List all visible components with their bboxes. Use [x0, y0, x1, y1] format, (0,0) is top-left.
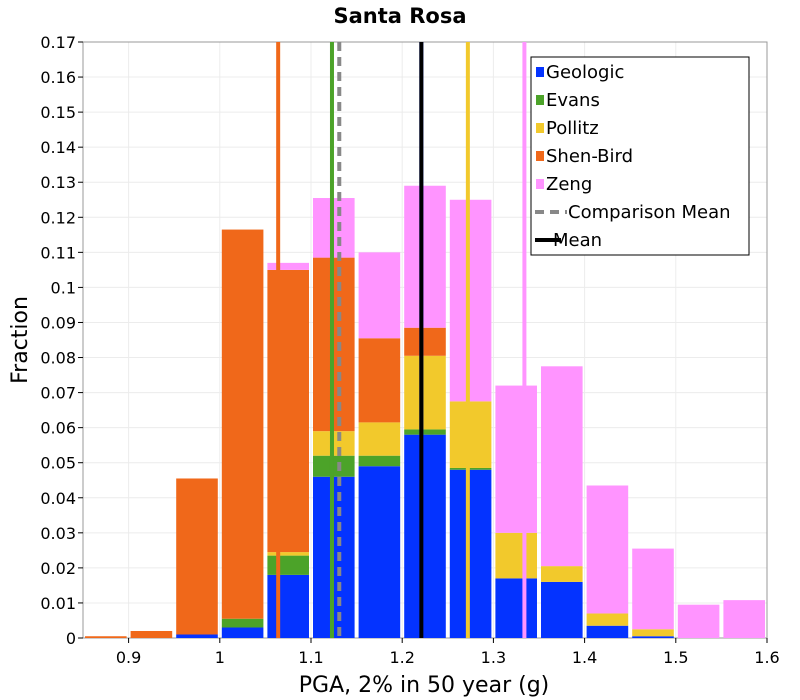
bar-shen-bird [404, 327, 446, 356]
legend-label-shen-bird: Shen-Bird [546, 146, 633, 167]
bar-evans [358, 455, 401, 467]
bar-pollitz [267, 552, 309, 556]
bar-evans [221, 618, 264, 628]
bar-zeng [632, 548, 674, 630]
legend: Geologic Evans Pollitz Shen-Bird Zeng Compari… [530, 56, 750, 256]
bar-geologic [449, 469, 492, 638]
bar-geologic [404, 434, 446, 638]
x-tick-label: 1.2 [389, 648, 414, 667]
bar-zeng [267, 262, 309, 270]
bar-pollitz [449, 401, 492, 468]
bar-geologic [358, 466, 401, 638]
y-tick-label: 0.14 [40, 138, 76, 157]
legend-label-pollitz: Pollitz [546, 118, 599, 139]
x-tick-label: 1.6 [754, 648, 779, 667]
bar-zeng [541, 366, 583, 567]
bar-zeng [723, 600, 765, 638]
bar-geologic [221, 627, 264, 638]
bar-pollitz [632, 629, 674, 637]
x-tick-label: 1.5 [663, 648, 688, 667]
y-tick-label: 0.04 [40, 489, 76, 508]
bar-pollitz [586, 613, 629, 626]
legend-label-zeng: Zeng [546, 174, 592, 195]
legend-label-mean: Mean [553, 230, 602, 251]
y-tick-label: 0.15 [40, 103, 76, 122]
bar-zeng [677, 604, 720, 638]
bar-shen-bird [130, 630, 173, 638]
y-tick-label: 0.17 [40, 33, 76, 52]
bar-pollitz [404, 355, 446, 430]
y-tick-label: 0 [66, 629, 76, 648]
legend-swatch-shen-bird [536, 151, 544, 161]
y-axis: 0 0.01 0.02 0.03 0.04 0.05 0.06 0.07 0.08 0.09 0.1… [40, 33, 83, 648]
bar-evans [404, 429, 446, 435]
x-axis: 0.9 1 1.1 1.2 1.3 1.4 1.5 1.6 [116, 638, 780, 667]
legend-swatch-zeng [536, 179, 544, 189]
mean-lines-group [276, 42, 527, 638]
x-tick-label: 1.4 [572, 648, 597, 667]
bars-group [85, 185, 765, 638]
bar-zeng [586, 485, 629, 614]
bar-pollitz [495, 532, 537, 579]
y-tick-label: 0.16 [40, 68, 76, 87]
bar-evans [267, 555, 309, 575]
y-axis-label: Fraction [8, 296, 33, 384]
bar-shen-bird [85, 636, 127, 638]
bar-geologic [267, 574, 309, 638]
legend-swatch-pollitz [536, 123, 544, 133]
x-axis-label: PGA, 2% in 50 year (g) [299, 673, 550, 698]
legend-swatch-evans [536, 95, 544, 105]
bar-shen-bird [358, 338, 401, 423]
bar-zeng [358, 252, 401, 339]
y-tick-label: 0.12 [40, 208, 76, 227]
y-tick-label: 0.1 [51, 278, 76, 297]
y-tick-label: 0.07 [40, 384, 76, 403]
y-tick-label: 0.08 [40, 349, 76, 368]
bar-geologic [632, 636, 674, 638]
bar-pollitz [358, 422, 401, 456]
legend-label-geologic: Geologic [546, 62, 624, 83]
legend-label-evans: Evans [546, 90, 600, 111]
bar-zeng [404, 185, 446, 328]
bar-shen-bird [176, 478, 218, 635]
y-tick-label: 0.11 [40, 243, 76, 262]
legend-swatch-geologic [536, 67, 544, 77]
bar-shen-bird [267, 269, 309, 553]
chart-title: Santa Rosa [333, 4, 466, 28]
y-tick-label: 0.09 [40, 313, 76, 332]
bar-geologic [176, 634, 218, 638]
bar-pollitz [541, 566, 583, 582]
bar-shen-bird [221, 229, 264, 619]
bar-evans [449, 467, 492, 470]
y-tick-label: 0.02 [40, 559, 76, 578]
y-tick-label: 0.03 [40, 524, 76, 543]
bar-geologic [541, 581, 583, 638]
y-tick-label: 0.06 [40, 419, 76, 438]
legend-box [530, 56, 750, 256]
y-tick-label: 0.05 [40, 454, 76, 473]
x-tick-label: 1.1 [298, 648, 323, 667]
bar-geologic [586, 625, 629, 638]
x-tick-label: 1 [215, 648, 225, 667]
bar-geologic [495, 578, 537, 638]
bar-zeng [449, 199, 492, 402]
legend-label-comparison-mean: Comparison Mean [568, 202, 731, 223]
x-tick-label: 0.9 [116, 648, 141, 667]
y-tick-label: 0.13 [40, 173, 76, 192]
y-tick-label: 0.01 [40, 594, 76, 613]
x-tick-label: 1.3 [481, 648, 506, 667]
bar-zeng [495, 385, 537, 533]
